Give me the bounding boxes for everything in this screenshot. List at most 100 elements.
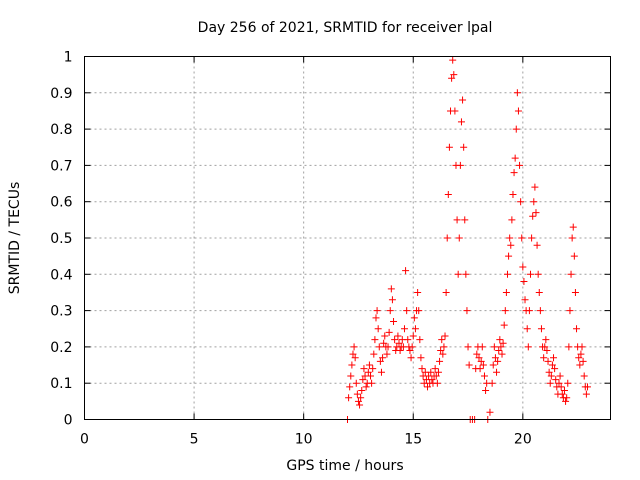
data-point xyxy=(578,343,586,351)
data-point xyxy=(402,267,410,275)
data-point xyxy=(384,343,392,351)
data-point xyxy=(525,307,533,315)
data-point xyxy=(577,350,585,358)
chart-title: Day 256 of 2021, SRMTID for receiver lpa… xyxy=(198,20,493,36)
data-point xyxy=(503,270,511,278)
data-point xyxy=(500,321,508,329)
data-point xyxy=(516,161,524,169)
data-point xyxy=(488,379,496,387)
data-point xyxy=(498,350,506,358)
data-point xyxy=(533,241,541,249)
data-point xyxy=(415,307,423,315)
y-tick-label: 0.9 xyxy=(50,86,72,102)
data-point xyxy=(450,71,458,79)
y-tick-label: 1 xyxy=(64,50,73,66)
data-point xyxy=(362,383,370,391)
data-point xyxy=(528,234,536,242)
data-point xyxy=(536,307,544,315)
data-point xyxy=(490,343,498,351)
data-point xyxy=(400,325,408,333)
data-point xyxy=(486,408,494,416)
data-point xyxy=(560,386,568,394)
data-point xyxy=(507,241,515,249)
data-point xyxy=(391,336,399,344)
data-point xyxy=(567,270,575,278)
data-point xyxy=(376,357,384,365)
data-point xyxy=(386,307,394,315)
data-point xyxy=(562,397,570,405)
data-point xyxy=(357,394,365,402)
data-point xyxy=(457,118,465,126)
data-point xyxy=(546,379,554,387)
data-point xyxy=(459,96,467,104)
y-tick-label: 0.2 xyxy=(50,340,72,356)
data-point xyxy=(352,379,360,387)
data-point xyxy=(529,212,537,220)
data-point xyxy=(541,343,549,351)
data-point xyxy=(576,361,584,369)
data-point xyxy=(520,278,528,286)
data-point xyxy=(569,223,577,231)
data-point xyxy=(565,343,573,351)
data-point xyxy=(351,354,359,362)
data-point xyxy=(390,317,398,325)
data-point xyxy=(462,270,470,278)
data-point xyxy=(548,361,556,369)
data-point xyxy=(350,343,358,351)
data-point xyxy=(514,107,522,115)
data-point xyxy=(454,270,462,278)
data-point xyxy=(580,372,588,380)
data-point xyxy=(431,365,439,373)
data-point xyxy=(442,288,450,296)
data-point xyxy=(545,368,553,376)
data-point xyxy=(373,307,381,315)
data-point xyxy=(557,383,565,391)
data-point xyxy=(345,394,353,402)
data-point xyxy=(523,325,531,333)
data-point xyxy=(367,372,375,380)
data-point xyxy=(573,325,581,333)
y-tick-label: 0 xyxy=(64,413,73,429)
data-point xyxy=(477,357,485,365)
data-point xyxy=(475,354,483,362)
data-point xyxy=(499,339,507,347)
data-point xyxy=(509,190,517,198)
x-tick-label: 20 xyxy=(514,432,532,448)
data-point xyxy=(387,285,395,293)
data-point xyxy=(418,365,426,373)
data-point xyxy=(527,270,535,278)
data-point xyxy=(443,234,451,242)
data-point xyxy=(582,390,590,398)
data-point xyxy=(433,379,441,387)
data-point xyxy=(461,216,469,224)
data-point xyxy=(473,350,481,358)
data-point xyxy=(497,343,505,351)
data-point xyxy=(428,376,436,384)
data-point xyxy=(395,339,403,347)
data-point xyxy=(347,372,355,380)
data-point xyxy=(407,354,415,362)
data-point xyxy=(370,350,378,358)
data-point xyxy=(512,125,520,133)
data-point xyxy=(394,332,402,340)
data-point xyxy=(558,390,566,398)
data-point xyxy=(414,288,422,296)
data-point xyxy=(439,350,447,358)
data-point xyxy=(381,332,389,340)
data-point xyxy=(353,390,361,398)
data-point xyxy=(348,361,356,369)
data-point xyxy=(432,372,440,380)
y-tick-label: 0.8 xyxy=(50,122,72,138)
data-point xyxy=(356,401,364,409)
data-point xyxy=(571,288,579,296)
data-point xyxy=(388,296,396,304)
data-point xyxy=(508,216,516,224)
data-point xyxy=(465,361,473,369)
data-point xyxy=(396,347,404,355)
data-point xyxy=(411,325,419,333)
data-point xyxy=(575,354,583,362)
data-point xyxy=(519,263,527,271)
data-point xyxy=(496,336,504,344)
data-point xyxy=(542,336,550,344)
data-point xyxy=(372,314,380,322)
